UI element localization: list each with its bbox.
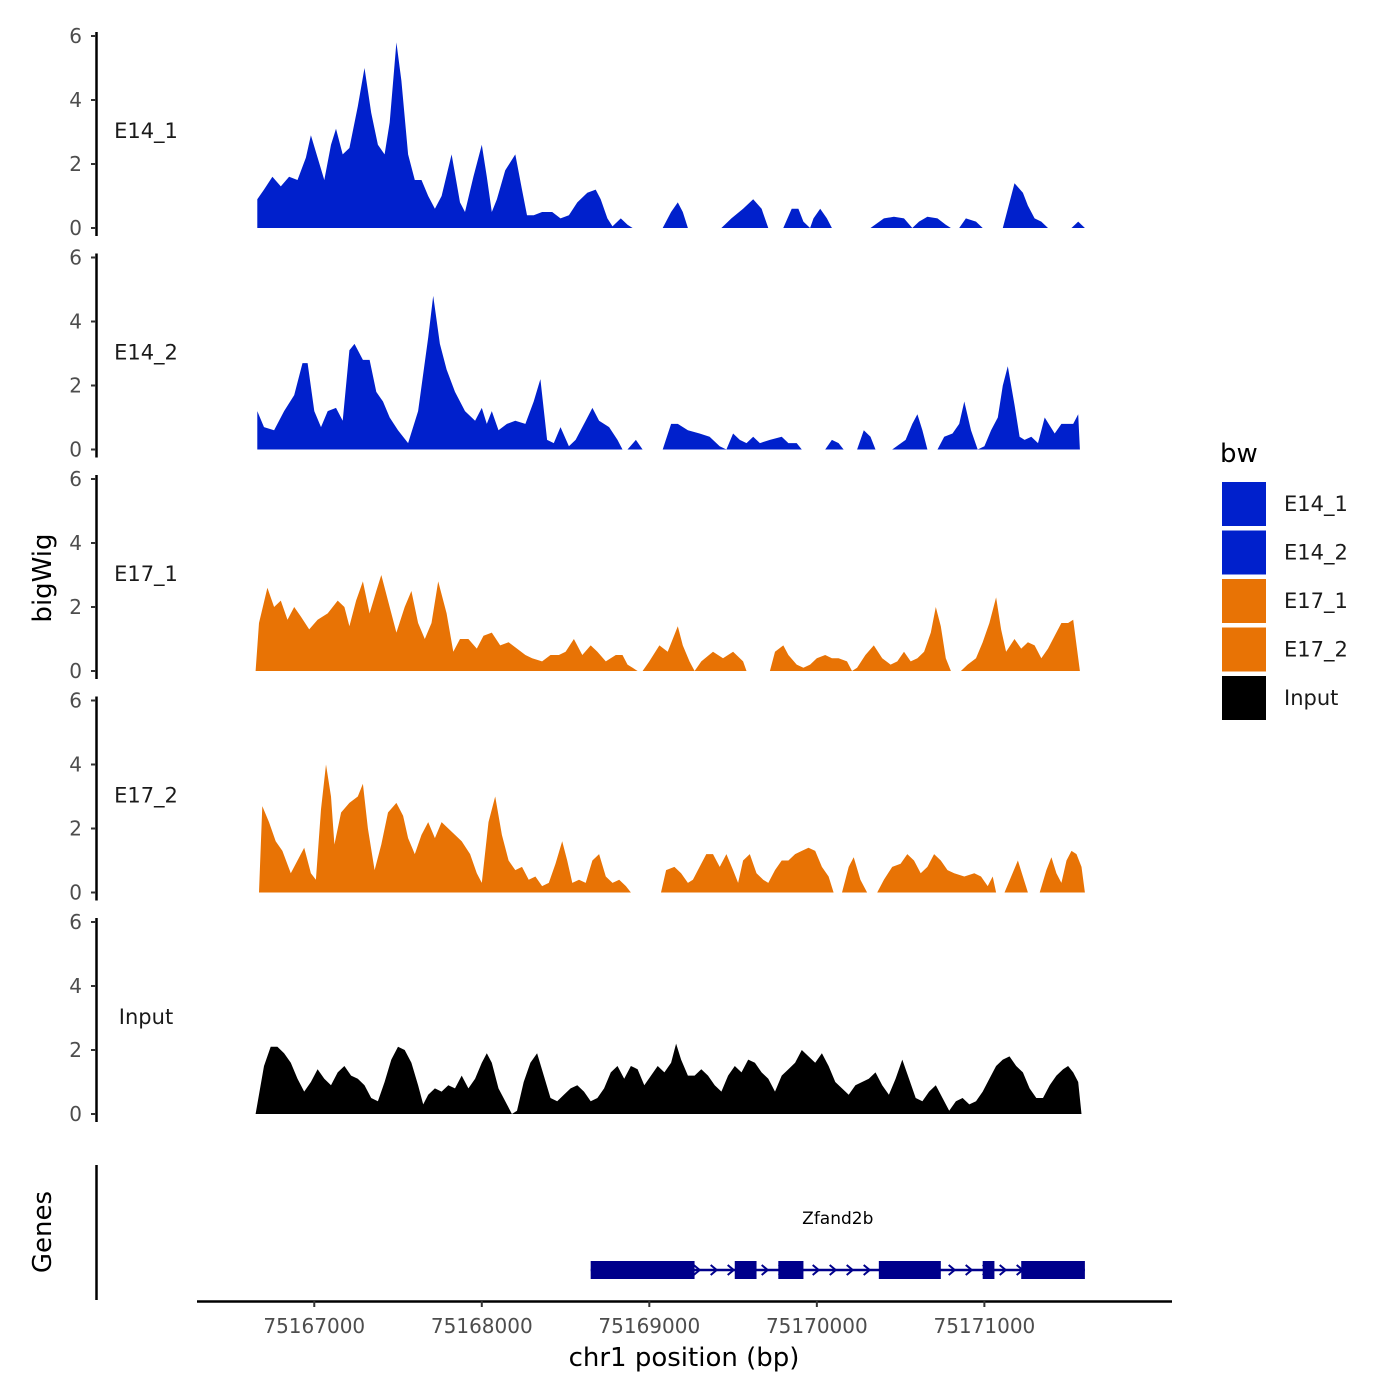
legend-item-input: Input [1222,676,1338,720]
legend-item-e14-2: E14_2 [1222,530,1348,575]
gene-strand-arrow [863,1264,872,1276]
gene-exon [734,1261,757,1279]
gene-exon [982,1261,995,1279]
track-input-y-tick-label: 6 [69,910,82,934]
x-tick-label: 75171000 [933,1314,1035,1338]
legend-item-e17-1: E17_1 [1222,579,1348,623]
legend-swatch-e14-2 [1222,530,1266,575]
legend-swatch-input [1222,676,1266,720]
gene-strand-arrow [829,1264,838,1276]
track-e14-1-y-tick-label: 4 [69,88,82,112]
track-e14-1-y-tick-label: 6 [69,24,82,48]
x-axis-title: chr1 position (bp) [569,1343,800,1373]
track-input-y-tick-label: 2 [69,1038,82,1062]
gene-exon [778,1261,804,1279]
gene-strand-arrow [846,1264,855,1276]
track-e14-1-label: E14_1 [114,119,178,144]
legend-swatch-e17-2 [1222,627,1266,672]
track-e17-1: 0 2 4 6 E17_1 [69,467,1080,683]
gene-label: Zfand2b [802,1209,873,1229]
gene-strand-arrow [965,1264,974,1276]
track-e14-2-label: E14_2 [114,340,178,365]
gene-exon [1021,1261,1085,1279]
track-e17-2: 0 2 4 6 E17_2 [69,689,1085,905]
x-tick-label: 75169000 [598,1314,700,1338]
gene-exon [590,1261,695,1279]
legend-label-input: Input [1284,686,1338,710]
track-e17-1-y-tick-label: 0 [69,659,82,683]
gene-model [590,1261,1085,1279]
x-axis-ticks: 75167000 75168000 75169000 75170000 75171000 [263,1301,1035,1338]
track-e17-1-y-tick-label: 6 [69,467,82,491]
x-tick-label: 75168000 [431,1314,533,1338]
gene-exon [878,1261,941,1279]
track-e17-2-coverage-area [259,764,1085,893]
track-input: 0 2 4 6 Input [69,910,1082,1126]
track-e17-2-y-tick-label: 4 [69,753,82,777]
legend-label-e17-1: E17_1 [1284,589,1348,614]
track-e17-1-y-tick-label: 4 [69,531,82,555]
x-axis: 75167000 75168000 75169000 75170000 75171000… [197,1300,1172,1373]
legend-item-e14-1: E14_1 [1222,482,1348,526]
track-e14-2-coverage-area [257,295,1080,450]
track-input-y-tick-label: 0 [69,1102,82,1126]
track-e14-2: 0 2 4 6 E14_2 [69,246,1080,462]
legend: bw E14_1 E14_2 E17_1 E17_2 Input [1220,439,1348,720]
track-input-label: Input [119,1005,173,1029]
legend-label-e14-2: E14_2 [1284,541,1348,566]
legend-item-e17-2: E17_2 [1222,627,1348,672]
track-e14-2-y-tick-label: 6 [69,246,82,270]
track-e17-2-y-tick-label: 0 [69,881,82,905]
track-input-coverage-area [255,1043,1082,1114]
track-e17-2-label: E17_2 [114,783,178,808]
gene-strand-arrow [693,1264,702,1276]
gene-strand-arrow [999,1264,1008,1276]
track-e17-1-label: E17_1 [114,562,178,587]
y-axis-title: bigWig [28,533,58,622]
track-e14-1-y-tick-label: 2 [69,152,82,176]
x-tick-label: 75167000 [263,1314,365,1338]
track-e14-1: 0 2 4 6 E14_1 [69,24,1085,240]
track-e14-2-y-tick-label: 4 [69,310,82,334]
legend-label-e17-2: E17_2 [1284,638,1348,663]
legend-swatch-e17-1 [1222,579,1266,623]
track-e17-2-y-tick-label: 2 [69,817,82,841]
x-tick-label: 75170000 [766,1314,868,1338]
gene-strand-arrow [710,1264,719,1276]
track-e17-1-y-tick-label: 2 [69,595,82,619]
gene-strand-arrow [812,1264,821,1276]
gene-strand-arrow [727,1264,736,1276]
track-e14-1-coverage-area [257,42,1085,229]
legend-title: bw [1220,439,1258,469]
genes-panel: Genes Zfand2b [28,1165,1085,1300]
track-input-y-tick-label: 4 [69,974,82,998]
track-e14-2-y-tick-label: 2 [69,374,82,398]
track-e17-1-coverage-area [255,575,1080,671]
legend-items: E14_1 E14_2 E17_1 E17_2 Input [1222,482,1348,720]
gene-strand-arrow [761,1264,770,1276]
legend-label-e14-1: E14_1 [1284,492,1348,517]
coverage-tracks: 0 2 4 6 E14_1 0 2 4 6 E14_2 0 2 4 6 E17_1 0 2 4 6 E17_2 0 2 4 6… [69,24,1085,1126]
track-e14-2-y-tick-label: 0 [69,438,82,462]
track-e14-1-y-tick-label: 0 [69,216,82,240]
gene-strand-arrow [948,1264,957,1276]
track-e17-2-y-tick-label: 6 [69,689,82,713]
legend-swatch-e14-1 [1222,482,1266,526]
genes-panel-title: Genes [28,1191,58,1273]
